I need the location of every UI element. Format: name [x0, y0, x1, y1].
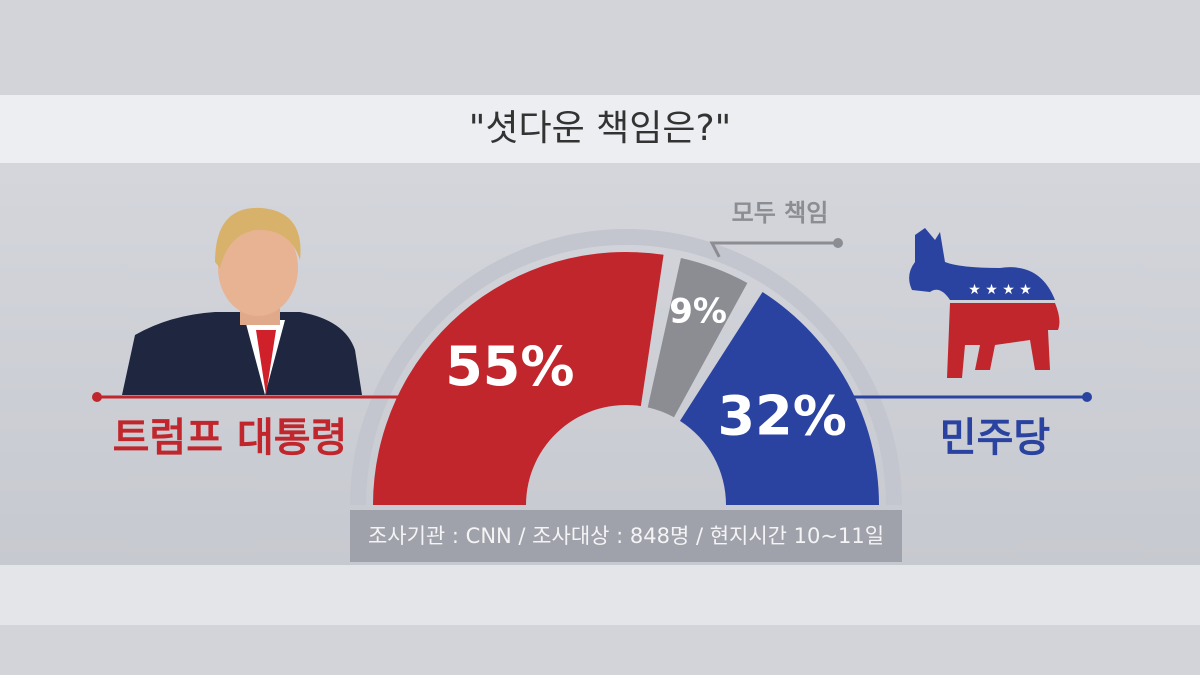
leader-dot	[92, 392, 102, 402]
stars: ★ ★ ★ ★	[968, 282, 1032, 298]
segment	[679, 292, 879, 505]
segment	[373, 251, 664, 505]
leader-line	[709, 241, 838, 258]
leader-dot	[1082, 392, 1092, 402]
value-label: 32%	[718, 384, 847, 447]
person-illustration	[122, 207, 362, 395]
value-label: 9%	[669, 292, 727, 332]
title-band	[0, 95, 1200, 163]
segment	[647, 258, 748, 418]
note: 조사기관 : CNN / 조사대상 : 848명 / 현지시간 10~11일	[368, 524, 884, 548]
category-label: 트럼프 대통령	[113, 415, 348, 461]
leader-dot	[833, 238, 843, 248]
chart-title: "셧다운 책임은?"	[469, 108, 731, 149]
value-label: 55%	[445, 335, 574, 398]
category-label: 민주당	[940, 415, 1051, 461]
outer-ring	[350, 229, 902, 506]
category-label: 모두 책임	[732, 199, 829, 227]
donkey-illustration: ★ ★ ★ ★	[909, 228, 1060, 378]
bottom-band	[0, 565, 1200, 625]
note-box	[350, 510, 902, 562]
